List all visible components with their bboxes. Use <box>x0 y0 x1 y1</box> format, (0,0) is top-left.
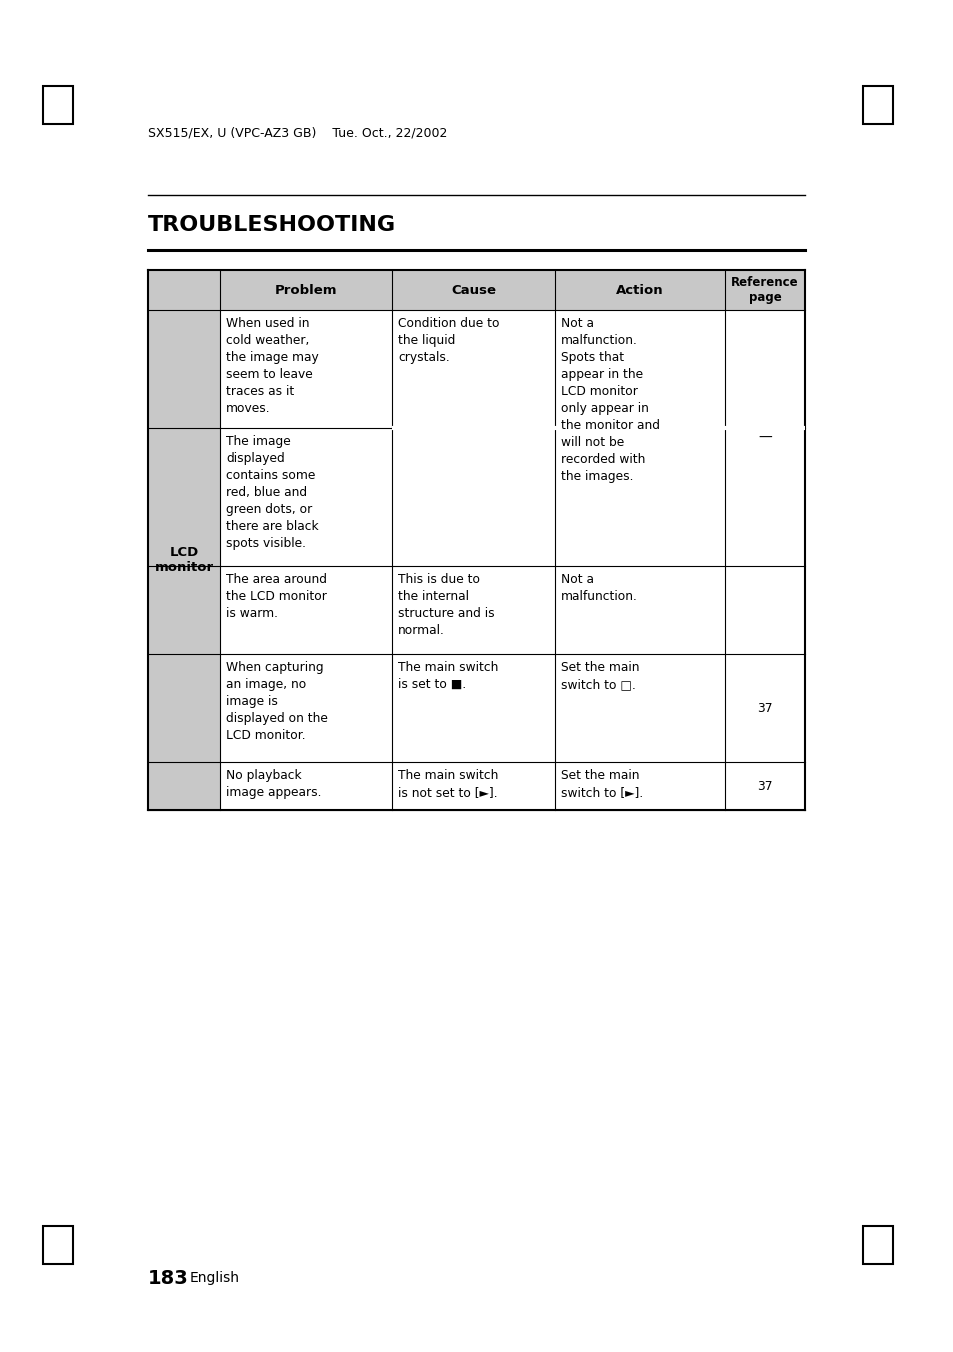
Text: Cause: Cause <box>451 284 496 296</box>
Text: The main switch
is set to ■.: The main switch is set to ■. <box>397 661 497 691</box>
Text: 37: 37 <box>757 702 772 714</box>
Text: Problem: Problem <box>274 284 337 296</box>
Text: Set the main
switch to [►].: Set the main switch to [►]. <box>560 769 642 799</box>
Text: Condition due to
the liquid
crystals.: Condition due to the liquid crystals. <box>397 316 499 364</box>
Text: Not a
malfunction.
Spots that
appear in the
LCD monitor
only appear in
the monit: Not a malfunction. Spots that appear in … <box>560 316 659 483</box>
Bar <box>43 1226 73 1264</box>
Text: Action: Action <box>616 284 663 296</box>
Bar <box>148 270 804 310</box>
Text: The main switch
is not set to [►].: The main switch is not set to [►]. <box>397 769 497 799</box>
Bar <box>43 87 73 124</box>
Text: When capturing
an image, no
image is
displayed on the
LCD monitor.: When capturing an image, no image is dis… <box>226 661 328 742</box>
Text: No playback
image appears.: No playback image appears. <box>226 769 321 799</box>
Text: SX515/EX, U (VPC-AZ3 GB)    Tue. Oct., 22/2002: SX515/EX, U (VPC-AZ3 GB) Tue. Oct., 22/2… <box>148 127 447 139</box>
Text: 183: 183 <box>148 1268 189 1287</box>
Bar <box>148 310 220 810</box>
Text: —: — <box>758 431 771 445</box>
Text: Set the main
switch to □.: Set the main switch to □. <box>560 661 639 691</box>
Text: The area around
the LCD monitor
is warm.: The area around the LCD monitor is warm. <box>226 573 327 621</box>
Text: Not a
malfunction.: Not a malfunction. <box>560 573 638 603</box>
Bar <box>862 87 892 124</box>
Text: The image
displayed
contains some
red, blue and
green dots, or
there are black
s: The image displayed contains some red, b… <box>226 435 318 550</box>
Text: English: English <box>190 1271 240 1284</box>
Bar <box>862 1226 892 1264</box>
Text: Reference
page: Reference page <box>730 276 798 304</box>
Text: TROUBLESHOOTING: TROUBLESHOOTING <box>148 215 395 235</box>
Text: When used in
cold weather,
the image may
seem to leave
traces as it
moves.: When used in cold weather, the image may… <box>226 316 318 415</box>
Text: 37: 37 <box>757 780 772 792</box>
Text: This is due to
the internal
structure and is
normal.: This is due to the internal structure an… <box>397 573 494 637</box>
Text: LCD
monitor: LCD monitor <box>154 546 213 575</box>
